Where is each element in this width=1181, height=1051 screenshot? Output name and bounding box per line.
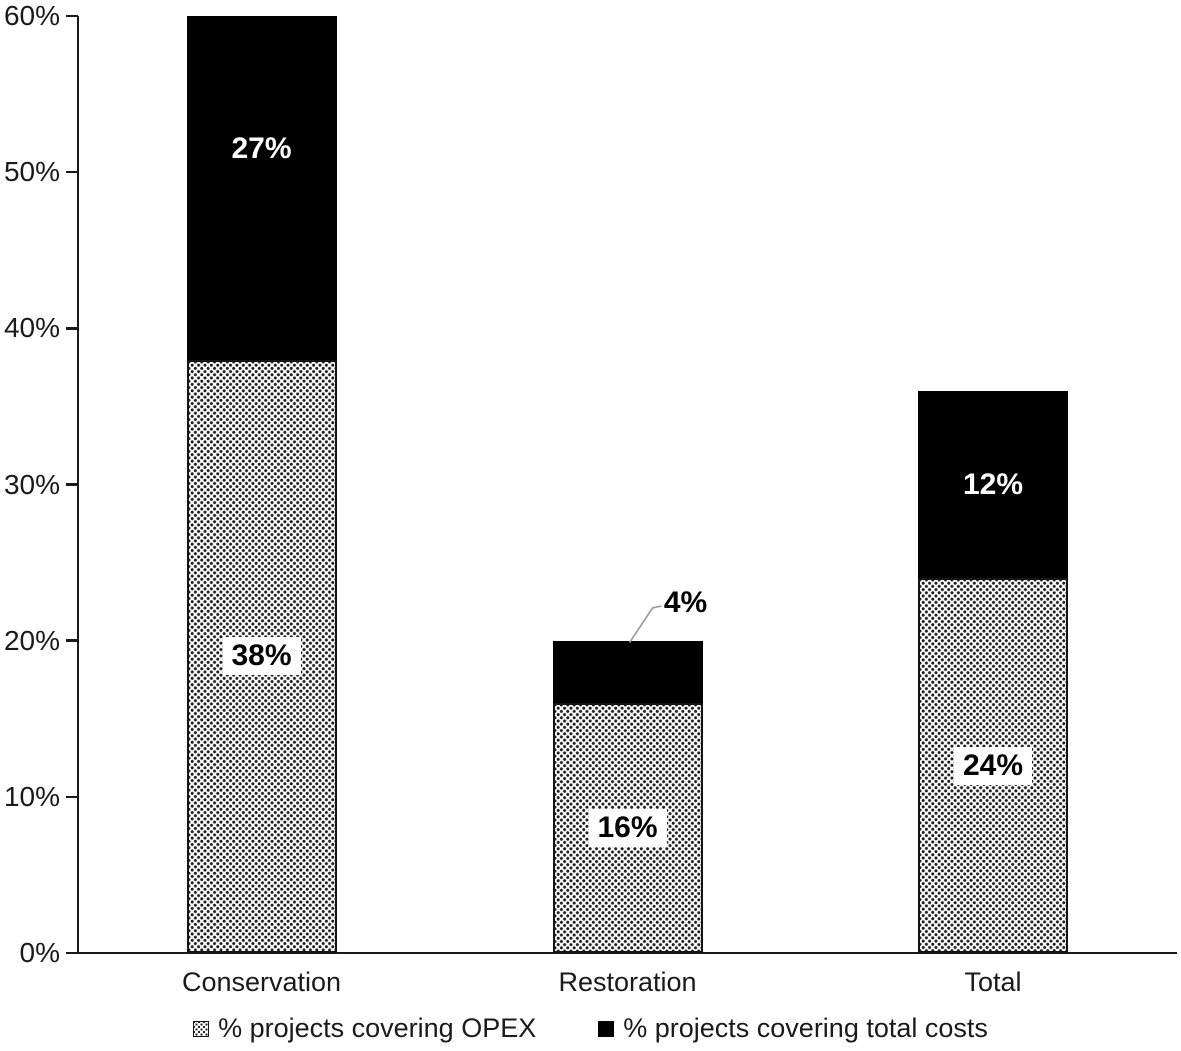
data-label-total-costs-total: 12% bbox=[962, 467, 1024, 501]
category-label-total: Total bbox=[964, 967, 1022, 997]
y-tick-label-50: 50% bbox=[3, 156, 60, 188]
data-label-total-costs-conservation: 27% bbox=[231, 131, 292, 165]
y-tick-mark-20 bbox=[66, 639, 78, 642]
legend: % projects covering OPEX % projects cove… bbox=[0, 1013, 1181, 1044]
y-tick-mark-60 bbox=[66, 14, 78, 18]
total-costs-black-swatch-icon bbox=[598, 1020, 615, 1037]
x-axis-line bbox=[76, 951, 1177, 955]
data-label-opex-restoration: 16% bbox=[588, 809, 667, 848]
legend-item-opex: % projects covering OPEX bbox=[193, 1013, 536, 1044]
y-tick-mark-30 bbox=[66, 483, 78, 486]
legend-label-total-costs: % projects covering total costs bbox=[623, 1013, 988, 1043]
y-tick-mark-10 bbox=[66, 795, 78, 799]
bar-segment-total-costs-total bbox=[918, 390, 1068, 579]
legend-item-total-costs: % projects covering total costs bbox=[598, 1013, 988, 1044]
data-label-opex-conservation: 38% bbox=[222, 637, 301, 676]
y-tick-mark-40 bbox=[66, 327, 78, 330]
y-tick-label-20: 20% bbox=[3, 624, 60, 656]
bar-segment-total-costs-conservation bbox=[186, 16, 337, 360]
callout-label-total-costs-restoration: 4% bbox=[663, 586, 708, 619]
legend-label-opex: % projects covering OPEX bbox=[218, 1013, 537, 1043]
data-label-opex-total: 24% bbox=[953, 746, 1033, 785]
y-tick-mark-0 bbox=[66, 951, 78, 955]
bar-segment-opex-conservation bbox=[186, 359, 337, 953]
category-label-restoration: Restoration bbox=[558, 967, 697, 997]
y-tick-label-10: 10% bbox=[3, 780, 60, 812]
category-label-conservation: Conservation bbox=[181, 967, 342, 997]
y-tick-label-0: 0% bbox=[19, 937, 60, 968]
y-tick-mark-50 bbox=[66, 170, 78, 174]
y-tick-label-30: 30% bbox=[3, 468, 60, 500]
y-tick-label-40: 40% bbox=[3, 312, 60, 344]
bar-segment-total-costs-restoration bbox=[552, 640, 703, 704]
y-tick-label-60: 60% bbox=[3, 0, 60, 31]
opex-pattern-swatch-icon bbox=[193, 1020, 210, 1037]
